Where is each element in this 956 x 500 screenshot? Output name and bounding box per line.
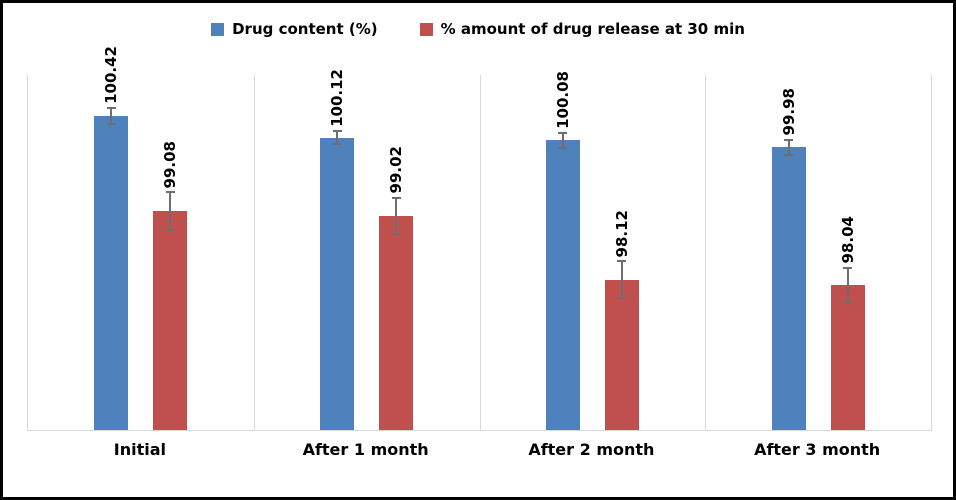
error-bar-line [620, 260, 623, 299]
bar-drug-release-3 [604, 279, 639, 430]
error-bar-cap [784, 138, 794, 141]
error-bar-drug-release-4 [843, 266, 853, 304]
error-bar-cap [332, 129, 342, 132]
value-label-drug-release-4: 98.04 [838, 216, 857, 264]
value-label-drug-content-2: 100.12 [328, 68, 347, 127]
legend-swatch-icon [419, 22, 433, 36]
error-bar-cap [784, 153, 794, 156]
value-label-drug-release-2: 99.02 [387, 145, 406, 194]
legend: Drug content (%) % amount of drug release… [3, 20, 953, 38]
legend-swatch-icon [211, 22, 225, 36]
error-bar-drug-content-4 [784, 138, 794, 156]
legend-label: Drug content (%) [232, 20, 378, 38]
x-axis-labels: Initial After 1 month After 2 month After 3… [27, 440, 930, 459]
value-label-drug-release-1: 99.08 [161, 140, 180, 189]
error-bar-line [846, 266, 849, 304]
bar-drug-content-3 [545, 140, 580, 430]
value-label-drug-release-3: 98.12 [612, 209, 631, 258]
error-bar-cap [165, 229, 175, 232]
error-bar-cap [843, 301, 853, 304]
category-label-4: After 3 month [754, 440, 881, 459]
value-label-drug-content-3: 100.08 [553, 70, 572, 129]
plot-area: 100.42 99.08 100.12 99.02 100.08 98.12 99.98 98… [27, 46, 932, 431]
error-bar-cap [165, 191, 175, 194]
category-separator [479, 75, 481, 430]
category-label-2: After 1 month [302, 440, 429, 459]
category-separator [253, 75, 255, 430]
error-bar-line [336, 129, 339, 146]
bar-drug-release-1 [153, 211, 188, 430]
value-label-drug-content-1: 100.42 [102, 46, 121, 104]
error-bar-cap [332, 143, 342, 146]
bar-drug-content-2 [320, 137, 355, 430]
category-separator [705, 75, 707, 430]
legend-item-drug-release: % amount of drug release at 30 min [419, 20, 745, 38]
error-bar-line [787, 138, 790, 156]
error-bar-drug-release-3 [617, 260, 627, 299]
error-bar-cap [617, 260, 627, 263]
bar-drug-release-2 [379, 215, 414, 430]
error-bar-line [169, 191, 172, 232]
error-bar-cap [106, 106, 116, 109]
error-bar-cap [391, 232, 401, 235]
error-bar-drug-content-2 [332, 129, 342, 146]
error-bar-drug-content-1 [106, 106, 116, 126]
bar-drug-content-1 [94, 116, 129, 430]
error-bar-drug-release-2 [391, 196, 401, 235]
error-bar-cap [843, 266, 853, 269]
error-bar-drug-content-3 [558, 131, 568, 149]
error-bar-cap [558, 131, 568, 134]
category-label-3: After 2 month [528, 440, 655, 459]
bar-drug-release-4 [830, 285, 865, 430]
bar-drug-content-4 [771, 147, 806, 430]
legend-label: % amount of drug release at 30 min [440, 20, 745, 38]
legend-item-drug-content: Drug content (%) [211, 20, 378, 38]
error-bar-cap [391, 196, 401, 199]
error-bar-cap [558, 146, 568, 149]
error-bar-cap [617, 296, 627, 299]
category-label-1: Initial [113, 440, 166, 459]
error-bar-line [110, 106, 113, 126]
error-bar-cap [106, 123, 116, 126]
error-bar-line [395, 196, 398, 235]
value-label-drug-content-4: 99.98 [779, 88, 798, 136]
error-bar-line [561, 131, 564, 149]
error-bar-drug-release-1 [165, 191, 175, 232]
